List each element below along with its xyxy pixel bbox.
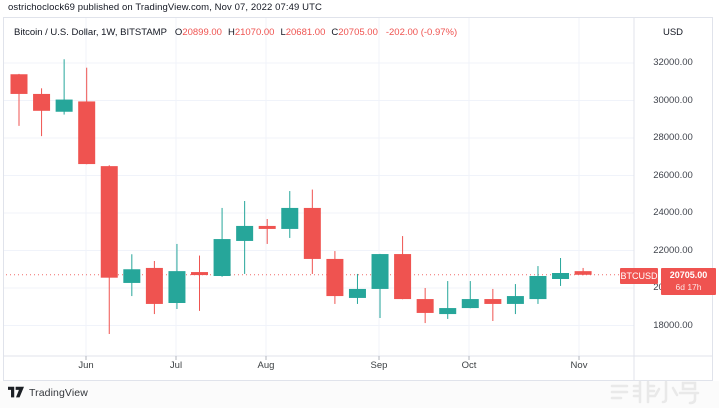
candle-body (213, 239, 231, 276)
price-axis-label: 22000.00 (653, 244, 693, 256)
chart-legend: Bitcoin / U.S. Dollar, 1W, BITSTAMP O2089… (14, 27, 457, 38)
ohlc-c: C20705.00 (331, 27, 378, 38)
candle-body (461, 299, 479, 309)
candle-body (10, 74, 28, 94)
candle-body (506, 296, 524, 304)
candle-body (145, 267, 163, 304)
last-price-value: 20705.00 (669, 270, 708, 280)
candle-body (484, 299, 502, 304)
attribution-text: ostrichoclock69 published on TradingView… (8, 2, 322, 13)
candle-body (326, 258, 344, 297)
ohlc-l: L20681.00 (280, 27, 326, 38)
time-axis-label-oct: Oct (461, 360, 477, 371)
time-axis-label-sep: Sep (370, 360, 388, 371)
ohlc-h: H21070.00 (227, 27, 275, 38)
candle-body (100, 166, 118, 278)
candle-body (123, 269, 141, 283)
price-axis-label: 30000.00 (653, 94, 693, 106)
symbol-title: Bitcoin / U.S. Dollar, 1W, BITSTAMP (14, 27, 167, 38)
candlestick-chart[interactable] (4, 18, 712, 380)
candle-body (439, 308, 457, 315)
candle-body (303, 207, 321, 259)
candle-body (371, 254, 389, 289)
candle-body (168, 271, 186, 303)
time-axis-label-nov: Nov (570, 360, 588, 371)
tradingview-logo-icon (8, 386, 24, 398)
candle-body (416, 299, 434, 313)
price-axis-label: 24000.00 (653, 207, 693, 218)
candle-body (529, 276, 547, 300)
ohlc-o: O20899.00 (174, 27, 222, 38)
candle-body (281, 207, 299, 229)
symbol-price-tag: BTCUSD (620, 268, 658, 284)
last-price-tag: 20705.00 6d 17h (661, 268, 716, 295)
currency-label: USD (662, 27, 684, 38)
candle-body (191, 272, 209, 276)
candle-body (55, 99, 73, 112)
candle-body (33, 93, 51, 111)
chart-card: Bitcoin / U.S. Dollar, 1W, BITSTAMP O2089… (3, 17, 716, 381)
candle-body (394, 254, 412, 300)
candle-body (78, 101, 96, 165)
time-axis-label-jul: Jul (169, 360, 183, 371)
price-axis-label: 32000.00 (653, 57, 693, 68)
candle-body (258, 225, 276, 229)
price-axis-label: 18000.00 (653, 319, 693, 331)
candle-body (348, 288, 366, 298)
footer-bar: TradingView (0, 380, 719, 408)
price-axis-label: 28000.00 (653, 132, 693, 143)
candle-body (552, 273, 570, 279)
price-change: -202.00 (-0.97%) (385, 27, 458, 38)
feixiaohao-watermark (610, 380, 700, 405)
tradingview-logo-text: TradingView (29, 386, 88, 399)
candle-body (236, 225, 254, 241)
candle-body (574, 271, 592, 275)
time-axis-label-aug: Aug (257, 360, 275, 371)
tradingview-logo-link[interactable]: TradingView (8, 386, 88, 399)
price-axis-label: 26000.00 (653, 169, 693, 181)
time-axis-label-jun: Jun (78, 360, 94, 371)
bar-countdown: 6d 17h (675, 282, 702, 292)
